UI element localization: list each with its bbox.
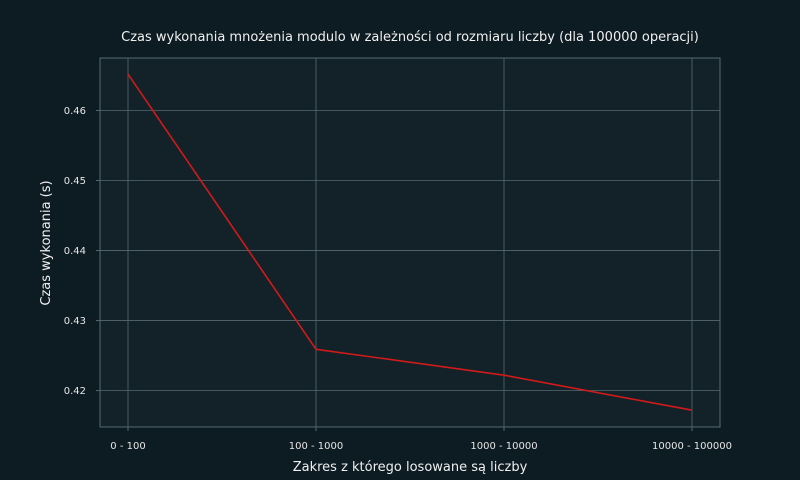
y-axis-ticks: 0.42 0.43 0.44 0.45 0.46 xyxy=(64,106,100,397)
plot-area xyxy=(100,58,720,427)
y-tick-label: 0.46 xyxy=(64,106,86,117)
x-tick-label: 0 - 100 xyxy=(110,441,145,452)
x-tick-label: 10000 - 100000 xyxy=(652,441,732,452)
x-tick-label: 100 - 1000 xyxy=(289,441,344,452)
series-line xyxy=(127,73,693,411)
y-tick-label: 0.43 xyxy=(64,316,86,327)
y-tick-label: 0.42 xyxy=(64,386,86,397)
x-axis-label: Zakres z którego losowane są liczby xyxy=(293,460,528,475)
grid xyxy=(100,58,720,427)
chart-title: Czas wykonania mnożenia modulo w zależno… xyxy=(121,30,699,45)
y-axis-label: Czas wykonania (s) xyxy=(39,180,54,305)
y-tick-label: 0.44 xyxy=(64,246,86,257)
x-axis-ticks: 0 - 100 100 - 1000 1000 - 10000 10000 - 100… xyxy=(110,427,732,452)
series-layer xyxy=(127,73,693,411)
y-tick-label: 0.45 xyxy=(64,176,86,187)
plot-frame xyxy=(99,57,721,428)
x-tick-label: 1000 - 10000 xyxy=(470,441,537,452)
